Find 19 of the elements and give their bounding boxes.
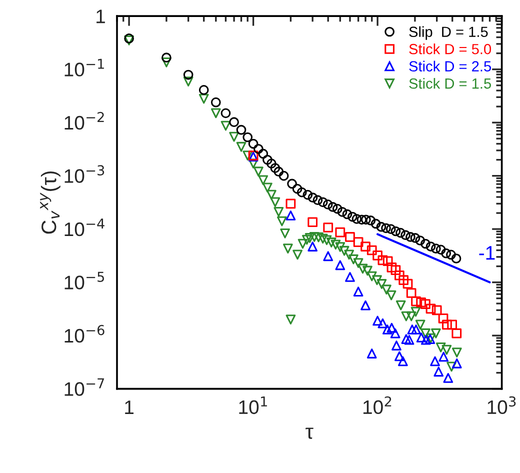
y-tick-label: 10$^{−5}$ [64,272,104,290]
y-tick-label: 10$^{−7}$ [64,378,104,396]
y-tick-label: 1 [96,10,105,24]
legend-label: Stick D = 1.5 [409,78,491,89]
y-tick-label: 10$^{−2}$ [64,112,104,130]
y-tick-label: 10$^{−3}$ [64,165,104,183]
x-tick-label: 10$^{3}$ [488,396,516,414]
x-axis-title: τ [306,428,314,439]
x-tick-label: 1 [125,400,134,414]
y-tick-label: 10$^{−4}$ [64,218,104,236]
y-axis-title: C$_{v}$$^{xy}$(τ) [40,171,60,234]
legend-label: Stick D = 5.0 [409,44,492,54]
legend-label: Slip D = 1.5 [409,26,488,40]
annotation: -1 [479,246,495,260]
legend-label: Stick D = 2.5 [409,60,491,72]
y-tick-label: 10$^{−1}$ [64,58,104,76]
x-tick-label: 10$^{2}$ [363,396,392,414]
x-tick-label: 10$^{1}$ [239,396,267,414]
y-tick-label: 10$^{−6}$ [64,324,104,343]
